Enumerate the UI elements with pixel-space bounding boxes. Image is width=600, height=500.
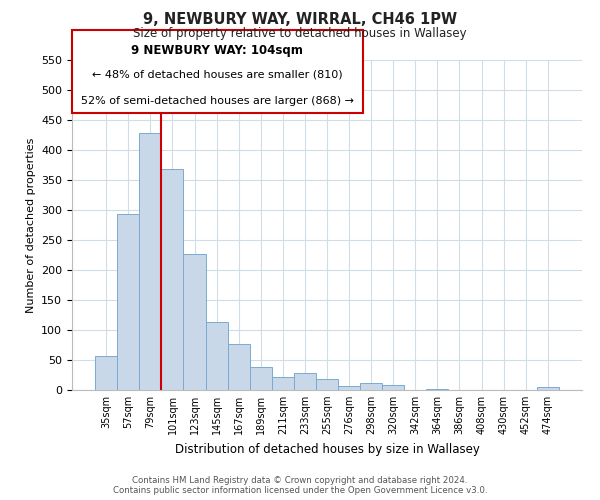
Bar xyxy=(382,384,404,390)
Text: 52% of semi-detached houses are larger (868) →: 52% of semi-detached houses are larger (… xyxy=(81,96,354,106)
Text: 9 NEWBURY WAY: 104sqm: 9 NEWBURY WAY: 104sqm xyxy=(131,44,303,57)
FancyBboxPatch shape xyxy=(72,30,362,113)
Bar xyxy=(272,377,294,390)
Bar xyxy=(427,389,448,390)
Bar xyxy=(338,386,360,390)
Bar xyxy=(184,254,206,390)
X-axis label: Distribution of detached houses by size in Wallasey: Distribution of detached houses by size … xyxy=(175,442,479,456)
Bar xyxy=(537,387,559,390)
Bar xyxy=(161,168,184,390)
Bar xyxy=(316,379,338,390)
Bar xyxy=(250,367,272,390)
Bar xyxy=(139,133,161,390)
Text: Size of property relative to detached houses in Wallasey: Size of property relative to detached ho… xyxy=(133,28,467,40)
Bar xyxy=(294,372,316,390)
Bar xyxy=(206,322,227,390)
Bar xyxy=(117,214,139,390)
Text: 9, NEWBURY WAY, WIRRAL, CH46 1PW: 9, NEWBURY WAY, WIRRAL, CH46 1PW xyxy=(143,12,457,28)
Bar xyxy=(227,344,250,390)
Text: ← 48% of detached houses are smaller (810): ← 48% of detached houses are smaller (81… xyxy=(92,70,343,80)
Text: Contains HM Land Registry data © Crown copyright and database right 2024.
Contai: Contains HM Land Registry data © Crown c… xyxy=(113,476,487,495)
Y-axis label: Number of detached properties: Number of detached properties xyxy=(26,138,35,312)
Bar xyxy=(95,356,117,390)
Bar xyxy=(360,383,382,390)
